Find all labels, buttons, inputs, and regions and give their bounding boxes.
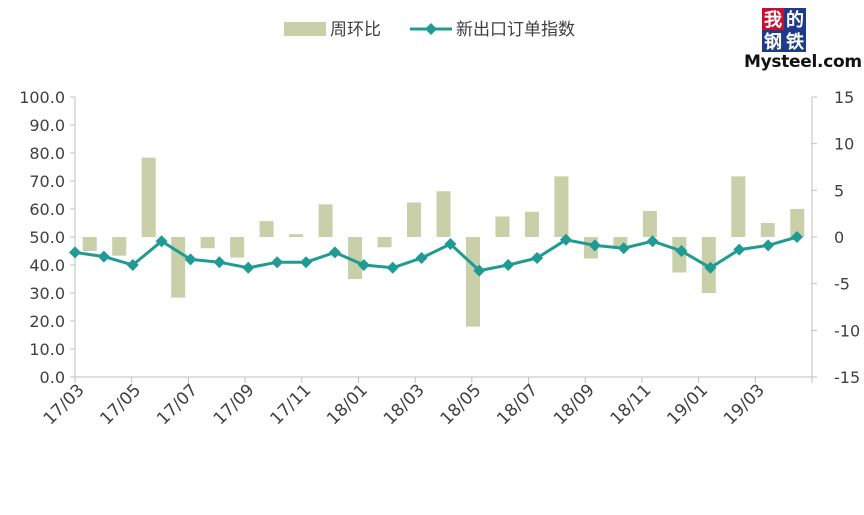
bar [230, 237, 245, 258]
bar [554, 176, 569, 237]
y-right-tick-label: -10 [834, 321, 860, 340]
line-point [531, 252, 544, 264]
line-point [271, 256, 284, 269]
legend-bar-label: 周环比 [330, 20, 381, 40]
line-series [69, 231, 803, 277]
logo-text: Mysteel.com [744, 52, 862, 72]
line-point [300, 256, 313, 269]
line-point [473, 264, 486, 277]
x-tick-label: 18/11 [607, 380, 656, 429]
axes: 0.0 10.0 20.0 30.0 40.0 50.0 60.0 70.0 80.0 90.0 1… [19, 88, 860, 429]
line-point [733, 243, 746, 256]
x-tick-label: 18/07 [493, 380, 542, 429]
bar [200, 237, 215, 249]
bar [259, 221, 274, 237]
bar [82, 237, 97, 251]
line-point [617, 242, 630, 255]
line-point [213, 256, 226, 269]
line-point [386, 261, 399, 274]
x-tick-label: 17/03 [40, 380, 89, 429]
bar [790, 209, 805, 237]
bar [348, 237, 363, 279]
bar [524, 211, 539, 237]
line-point [791, 231, 803, 243]
line-point [357, 259, 370, 271]
y-right-tick-label: -5 [834, 275, 850, 294]
line-point [646, 235, 659, 248]
logo-char-4: 铁 [784, 30, 806, 53]
y-right-tick-label: 0 [834, 228, 844, 247]
bar [436, 191, 451, 237]
x-tick-label: 17/05 [96, 380, 145, 429]
bar [171, 237, 186, 298]
line-point [762, 239, 775, 252]
line-point [675, 245, 688, 257]
bar [760, 223, 775, 237]
bar [407, 202, 422, 237]
y-left-tick-label: 50.0 [29, 228, 65, 247]
y-right-tick-label: 5 [834, 181, 844, 200]
bar [731, 176, 746, 237]
bar [289, 234, 304, 237]
y-right-tick-label: -15 [834, 368, 860, 387]
bar [377, 237, 392, 248]
line-point [588, 239, 601, 252]
line-point [155, 235, 168, 248]
logo-char-3: 钢 [762, 30, 784, 53]
y-left-tick-label: 40.0 [29, 256, 65, 275]
y-left-tick-label: 90.0 [29, 116, 65, 135]
legend-line-label: 新出口订单指数 [456, 20, 575, 40]
legend-line-marker [425, 23, 437, 35]
logo-mark: 我 的 钢 铁 [762, 8, 806, 53]
mysteel-logo: 我 的 钢 铁 Mysteel.com [744, 8, 862, 78]
x-tick-label: 17/07 [153, 380, 202, 429]
y-right-tick-label: 15 [834, 88, 854, 107]
bar [495, 216, 510, 237]
line-point [242, 261, 255, 274]
logo-char-1: 我 [762, 8, 784, 31]
y-left-tick-label: 100.0 [19, 88, 65, 107]
y-left-tick-label: 80.0 [29, 144, 65, 163]
x-tick-label: 19/03 [720, 380, 769, 429]
y-left-tick-label: 60.0 [29, 200, 65, 219]
line-point [97, 250, 110, 263]
legend: 周环比 新出口订单指数 [284, 20, 575, 40]
x-tick-label: 19/01 [663, 380, 712, 429]
legend-bar-swatch [284, 22, 326, 36]
bar [465, 237, 480, 327]
line-point [444, 238, 457, 250]
x-tick-label: 18/03 [380, 380, 429, 429]
bar [112, 237, 127, 256]
bar [642, 210, 657, 237]
x-tick-label: 18/09 [550, 380, 599, 429]
line-point [328, 246, 341, 259]
y-left-tick-label: 30.0 [29, 284, 65, 303]
y-left-tick-label: 10.0 [29, 340, 65, 359]
line-point [502, 259, 515, 271]
y-left-tick-label: 70.0 [29, 172, 65, 191]
line-point [415, 252, 428, 264]
x-tick-label: 18/01 [323, 380, 372, 429]
line-point [704, 261, 717, 274]
line-point [126, 259, 139, 271]
bar-series [82, 157, 805, 327]
logo-char-2: 的 [784, 8, 806, 31]
line-point [184, 253, 197, 266]
bar [318, 204, 333, 237]
y-right-tick-label: 10 [834, 135, 854, 154]
x-tick-label: 17/09 [210, 380, 259, 429]
y-left-tick-label: 0.0 [40, 368, 65, 387]
line-point [559, 233, 572, 246]
x-tick-label: 18/05 [437, 380, 486, 429]
line-point [69, 246, 81, 259]
y-left-tick-label: 20.0 [29, 312, 65, 331]
x-tick-label: 17/11 [267, 380, 316, 429]
bar [141, 157, 156, 237]
